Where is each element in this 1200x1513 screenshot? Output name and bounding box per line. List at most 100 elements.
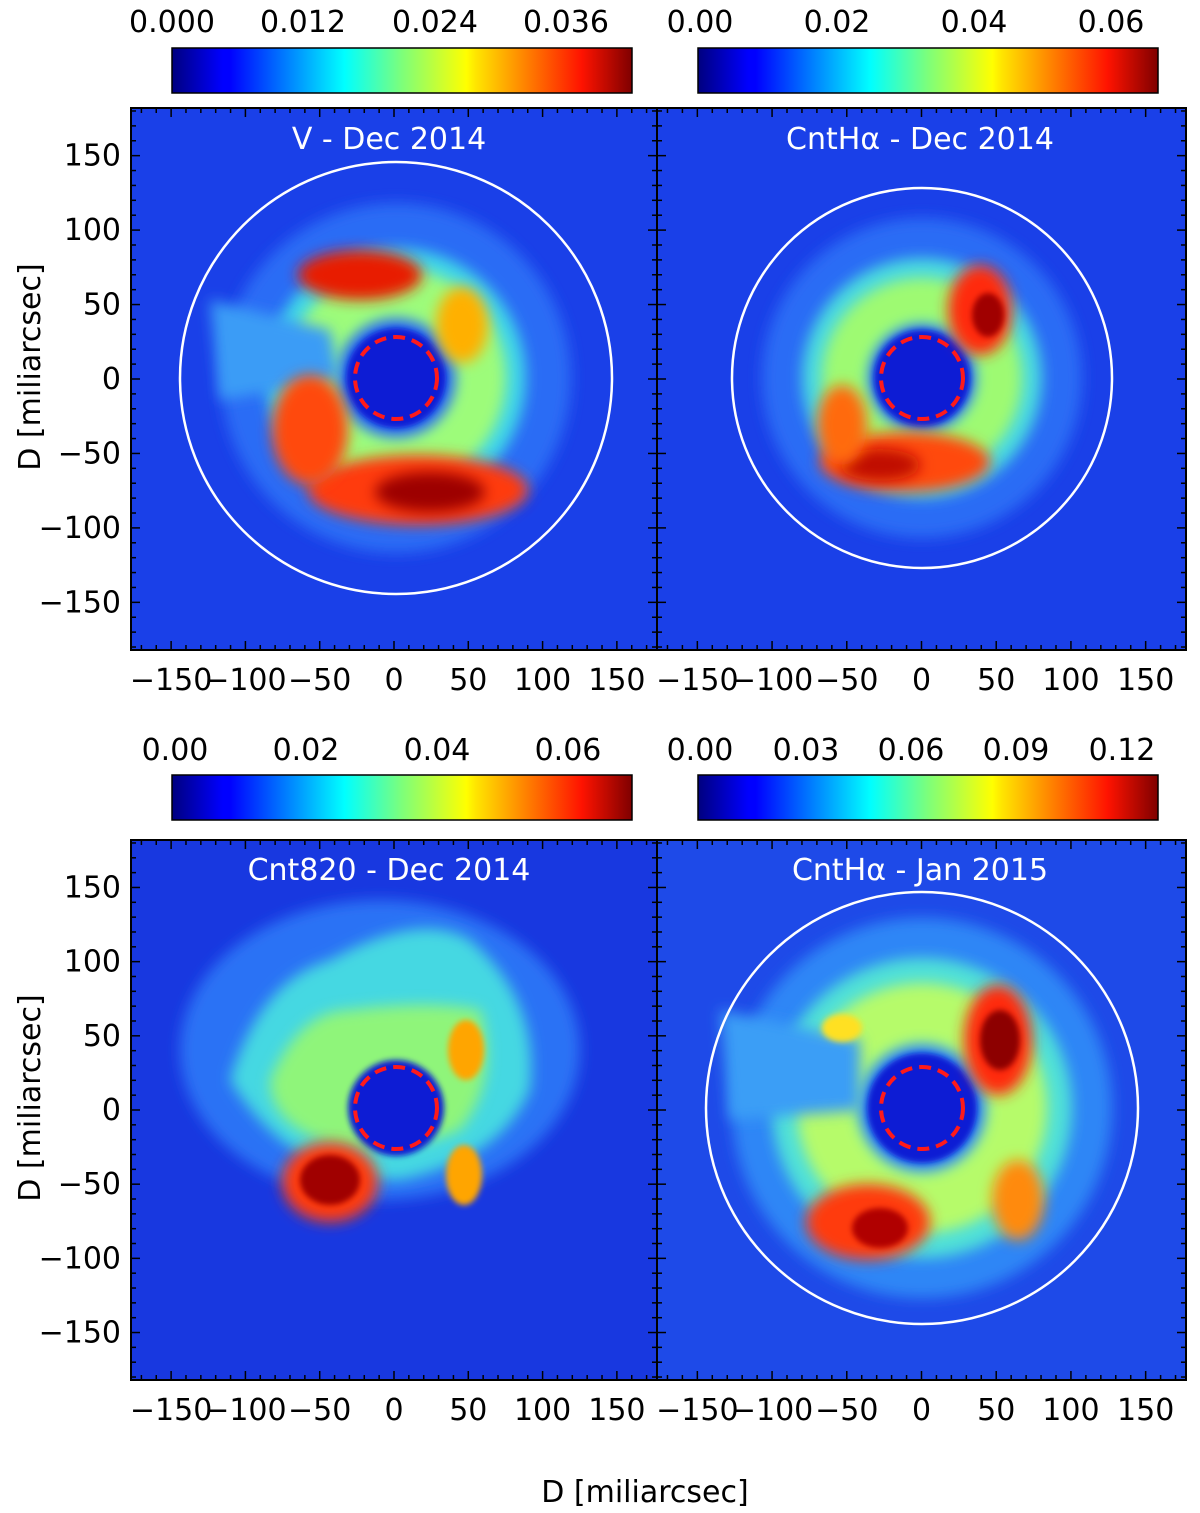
heatmap-2-blob-southwest-core	[300, 1155, 360, 1205]
colorbar-0: 0.000 0.012 0.024 0.036	[129, 5, 633, 94]
colorbar-3-tick-2: 0.06	[878, 733, 945, 768]
y-axis-label-top: D [miliarcsec]	[13, 263, 48, 470]
y-tick-label: 50	[83, 1019, 121, 1054]
heatmap-2-blob-east-upper	[448, 1020, 484, 1080]
x-tick-label: −50	[815, 663, 878, 698]
colorbar-2-tick-2: 0.04	[404, 733, 471, 768]
x-tick-label: −150	[656, 1393, 738, 1428]
x-tick-label: 150	[1117, 663, 1174, 698]
colorbar-0-tick-1: 0.012	[260, 5, 346, 40]
heatmap-3-blob-northeast-core	[980, 1010, 1020, 1070]
heatmap-2-blob-east-lower	[446, 1145, 482, 1205]
x-tick-label: 50	[449, 1393, 487, 1428]
red-dashed-circle-3	[879, 1065, 965, 1151]
y-tick-label: −100	[39, 511, 121, 546]
x-tick-label: −50	[288, 663, 351, 698]
x-tick-label: 150	[588, 1393, 645, 1428]
x-tick-label: 0	[912, 663, 931, 698]
colorbar-1: 0.00 0.02 0.04 0.06	[667, 5, 1159, 94]
colorbar-0-tick-2: 0.024	[392, 5, 478, 40]
panel-cntha-dec-2014: 0.00 0.02 0.04 0.06 CntHα - Dec 2014	[656, 5, 1187, 651]
heatmap-0-blob-south-core	[375, 472, 485, 512]
colorbar-2-tick-1: 0.02	[273, 733, 340, 768]
x-axis-label: D [miliarcsec]	[541, 1475, 748, 1510]
panel-v-dec-2014: 0.000 0.012 0.024 0.036 V - Dec 2014	[129, 5, 658, 651]
y-tick-label: −50	[58, 1167, 121, 1202]
panel-3-title: CntHα - Jan 2015	[792, 853, 1048, 888]
y-tick-label: 150	[64, 870, 121, 905]
heatmap-3-blob-southwest-core	[852, 1208, 908, 1248]
heatmap-0-gap	[210, 300, 340, 400]
x-tick-label: −100	[731, 663, 813, 698]
heatmap-3: CntHα - Jan 2015	[657, 840, 1186, 1380]
y-tick-label: −150	[39, 1316, 121, 1351]
x-tick-label: −100	[731, 1393, 813, 1428]
x-tick-label: 0	[384, 1393, 403, 1428]
heatmap-1-blob-south-core	[840, 449, 920, 481]
y-tick-label: −50	[58, 436, 121, 471]
y-tick-label: 150	[64, 139, 121, 174]
colorbar-3: 0.00 0.03 0.06 0.09 0.12	[667, 733, 1159, 821]
colorbar-2-tick-0: 0.00	[142, 733, 209, 768]
colorbar-3-tick-0: 0.00	[667, 733, 734, 768]
x-tick-label: 100	[1042, 1393, 1099, 1428]
heatmap-1-blob-west	[817, 385, 867, 465]
x-tick-label: 150	[588, 663, 645, 698]
red-dashed-circle-0	[353, 335, 439, 421]
y-tick-label: 100	[64, 213, 121, 248]
colorbar-0-bar	[171, 47, 633, 94]
y-tick-label: 50	[83, 288, 121, 323]
colorbar-2: 0.00 0.02 0.04 0.06	[142, 733, 633, 821]
x-tick-label: −100	[204, 1393, 286, 1428]
heatmap-1-blob-northeast-core	[972, 293, 1004, 337]
colorbar-3-bar	[697, 774, 1159, 821]
heatmap-3-center	[867, 1053, 977, 1163]
colorbar-2-bar	[171, 774, 633, 821]
x-tick-label: 50	[449, 663, 487, 698]
panel-1-title: CntHα - Dec 2014	[786, 122, 1054, 157]
x-tick-label: 0	[384, 663, 403, 698]
panel-cnt820-dec-2014: 0.00 0.02 0.04 0.06 Cnt820 - Dec 2014	[130, 733, 658, 1381]
tick-layer: −150−100 −50 0 50 100 150150100500−50−100−150…	[39, 108, 1186, 1428]
colorbar-1-tick-2: 0.04	[941, 5, 1008, 40]
heatmap-2: Cnt820 - Dec 2014	[131, 840, 657, 1380]
y-tick-label: −150	[39, 585, 121, 620]
heatmap-0-center	[346, 328, 446, 428]
panel-cntha-jan-2015: 0.00 0.03 0.06 0.09 0.12 CntHα - Jan 201…	[656, 733, 1187, 1381]
heatmap-3-blob-southeast	[992, 1160, 1044, 1240]
y-tick-label: 0	[102, 1093, 121, 1128]
heatmap-2-center	[348, 1060, 444, 1156]
x-tick-label: 100	[1042, 663, 1099, 698]
x-tick-label: 0	[912, 1393, 931, 1428]
heatmap-3-gap	[720, 1010, 860, 1120]
panel-0-title: V - Dec 2014	[292, 122, 486, 157]
x-tick-label: 50	[977, 663, 1015, 698]
y-tick-label: 100	[64, 945, 121, 980]
colorbar-0-tick-3: 0.036	[523, 5, 609, 40]
y-tick-label: 0	[102, 362, 121, 397]
white-circle-3	[704, 890, 1140, 1326]
heatmap-0-blob-north	[298, 250, 422, 300]
y-tick-label: −100	[39, 1241, 121, 1276]
x-tick-label: 150	[1117, 1393, 1174, 1428]
colorbar-1-tick-0: 0.00	[667, 5, 734, 40]
x-tick-label: −150	[130, 1393, 212, 1428]
x-tick-label: −150	[130, 663, 212, 698]
x-tick-label: −50	[815, 1393, 878, 1428]
heatmap-0: V - Dec 2014	[131, 108, 657, 650]
heatmap-0-blob-northeast	[436, 287, 488, 363]
colorbar-0-tick-0: 0.000	[129, 5, 215, 40]
white-circle-1	[730, 186, 1114, 570]
colorbar-1-bar	[697, 47, 1159, 94]
colorbar-3-tick-4: 0.12	[1089, 733, 1156, 768]
colorbar-1-tick-1: 0.02	[804, 5, 871, 40]
red-dashed-circle-1	[879, 335, 965, 421]
x-tick-label: −50	[288, 1393, 351, 1428]
x-tick-label: −150	[656, 663, 738, 698]
white-circle-0	[178, 160, 614, 596]
panel-2-title: Cnt820 - Dec 2014	[248, 853, 531, 888]
x-tick-label: 100	[514, 663, 571, 698]
y-axis-label-bottom: D [miliarcsec]	[13, 994, 48, 1201]
heatmap-3-blob-northwest	[822, 1014, 862, 1042]
